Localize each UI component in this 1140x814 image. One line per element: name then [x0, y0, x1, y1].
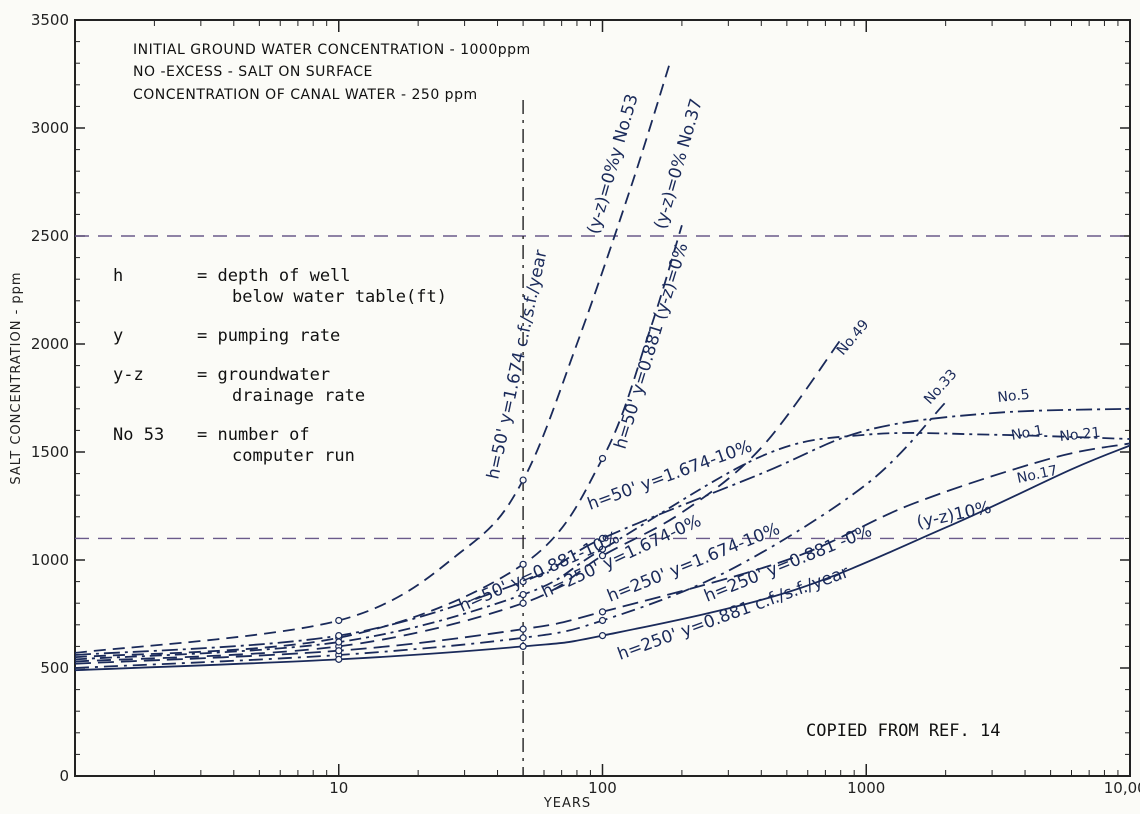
- series-line-no-17: [74, 444, 1131, 672]
- label-run-33: No.33: [921, 366, 960, 407]
- legend-symbol: y: [113, 326, 123, 346]
- reference-lines: [75, 100, 1130, 776]
- data-point-no-1: [519, 590, 527, 599]
- y-tick-label: 1500: [31, 443, 69, 461]
- y-tick-label: 3000: [31, 119, 69, 137]
- legend-description: = depth of well: [197, 266, 351, 286]
- legend-symbol: No 53: [113, 425, 164, 445]
- note-initial-concentration: INITIAL GROUND WATER CONCENTRATION - 100…: [133, 42, 531, 58]
- label-run-5-params: h=50' y=1.674-10%: [585, 437, 755, 515]
- data-point-no-21: [519, 625, 527, 633]
- data-point-no-53: [519, 476, 527, 484]
- y-tick-label: 1000: [31, 551, 69, 569]
- source-annotation: COPIED FROM REF. 14: [806, 721, 1000, 741]
- label-run-53-params: h=50' y=1.674 c.f./s.f./year: [483, 248, 551, 481]
- y-tick-label: 3500: [31, 11, 69, 29]
- data-point-no-5: [335, 631, 343, 640]
- data-point-no-5: [598, 534, 607, 543]
- data-point-no-17: [519, 642, 527, 651]
- legend-description: below water table(ft): [232, 287, 447, 307]
- y-axis-title: SALT CONCENTRATION - ppm: [9, 271, 24, 484]
- data-point-no-53: [335, 616, 343, 625]
- note-canal-water: CONCENTRATION OF CANAL WATER - 250 ppm: [133, 87, 478, 103]
- note-no-excess-salt: NO -EXCESS - SALT ON SURFACE: [133, 64, 373, 80]
- curve-labels: (y-z)=0%y No.53 h=50' y=1.674 c.f./s.f./…: [456, 92, 1101, 665]
- legend-description: computer run: [232, 446, 355, 466]
- header-notes: INITIAL GROUND WATER CONCENTRATION - 100…: [133, 42, 531, 103]
- label-run-17-rate: (y-z)10%: [915, 498, 993, 533]
- legend-description: = pumping rate: [197, 326, 340, 346]
- data-point-no-21: [335, 647, 343, 655]
- axes: 0 500 1000 1500 2000 2500 3000 3500 10 100 1000 10,…: [9, 11, 1140, 811]
- series-lines: [74, 62, 1131, 672]
- series-line-no-33: [74, 401, 947, 669]
- data-point-no-37: [519, 560, 527, 568]
- x-axis-title: YEARS: [543, 796, 591, 811]
- x-tick-label: 100: [588, 779, 617, 797]
- data-point-no-33: [598, 616, 607, 625]
- data-point-no-17: [335, 655, 343, 663]
- series-line-no-37: [74, 224, 683, 659]
- series-line-no-21: [74, 442, 1131, 665]
- legend-description: = groundwater: [197, 365, 330, 385]
- series-line-no-1: [74, 432, 1131, 661]
- legend-symbol: y-z: [113, 365, 144, 385]
- y-tick-label: 2000: [31, 335, 69, 353]
- data-point-no-1: [598, 545, 607, 553]
- data-point-no-49: [519, 599, 527, 607]
- y-tick-label: 2500: [31, 227, 69, 245]
- data-point-no-21: [598, 608, 607, 616]
- data-point-no-17: [598, 631, 607, 640]
- label-run-1: No.1: [1010, 423, 1044, 444]
- x-tick-label: 10,000: [1104, 779, 1140, 797]
- x-tick-label: 1000: [847, 779, 885, 797]
- label-run-37-top: (y-z)=0% No.37: [651, 97, 707, 232]
- y-tick-label: 500: [40, 659, 69, 677]
- label-run-49: No.49: [834, 317, 873, 359]
- series-line-no-5: [74, 407, 1131, 656]
- label-run-37-params: h=50' y=0.881 (y-z)=0%: [611, 241, 693, 452]
- series-line-no-49: [74, 339, 842, 663]
- data-point-no-5: [519, 577, 527, 586]
- data-point-no-1: [335, 638, 343, 646]
- legend-description: drainage rate: [232, 386, 365, 406]
- label-run-21: No.21: [1059, 425, 1102, 445]
- x-tick-label: 10: [329, 779, 348, 797]
- data-point-no-37: [598, 454, 607, 463]
- y-tick-label: 0: [59, 767, 69, 785]
- label-run-53-top: (y-z)=0%y No.53: [584, 92, 643, 237]
- data-point-no-33: [519, 634, 527, 642]
- legend-description: = number of: [197, 425, 310, 445]
- label-run-5: No.5: [997, 387, 1031, 406]
- legend-symbol: h: [113, 266, 123, 286]
